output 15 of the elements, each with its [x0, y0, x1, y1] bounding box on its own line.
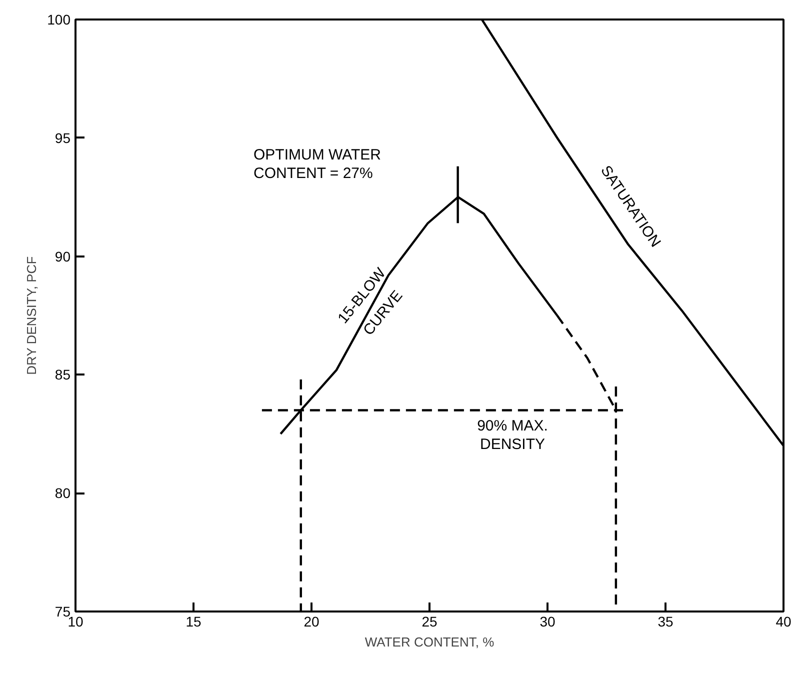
y-tick-label: 100 [47, 12, 71, 28]
annotation: 90% MAX. DENSITY [477, 418, 548, 454]
x-tick-label: 20 [304, 614, 320, 630]
x-tick-label: 15 [186, 614, 202, 630]
y-tick-label: 85 [54, 366, 71, 383]
y-tick-label: 95 [54, 130, 71, 146]
y-tick-label: 80 [54, 485, 71, 502]
x-tick-label: 40 [776, 614, 792, 630]
x-tick-label: 25 [422, 614, 438, 630]
x-tick-label: 35 [658, 614, 674, 630]
x-tick-label: 30 [540, 614, 556, 630]
annotation: OPTIMUM WATER CONTENT = 27% [254, 146, 382, 182]
y-axis-title: DRY DENSITY, PCF [24, 256, 40, 375]
x-axis-title: WATER CONTENT, % [364, 634, 495, 650]
y-tick-label: 90 [54, 248, 71, 264]
